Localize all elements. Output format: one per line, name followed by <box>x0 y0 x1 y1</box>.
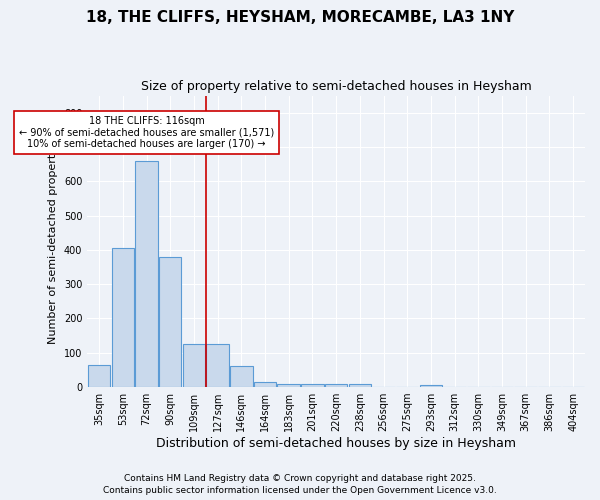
Bar <box>325 384 347 387</box>
Bar <box>301 384 323 387</box>
Bar <box>88 366 110 387</box>
Bar <box>349 384 371 387</box>
Bar <box>135 162 158 387</box>
Bar <box>112 248 134 387</box>
Text: 18, THE CLIFFS, HEYSHAM, MORECAMBE, LA3 1NY: 18, THE CLIFFS, HEYSHAM, MORECAMBE, LA3 … <box>86 10 514 25</box>
Bar <box>254 382 276 387</box>
Bar <box>159 257 181 387</box>
Bar <box>277 384 300 387</box>
Text: Contains HM Land Registry data © Crown copyright and database right 2025.
Contai: Contains HM Land Registry data © Crown c… <box>103 474 497 495</box>
Bar <box>182 344 205 387</box>
Bar <box>206 344 229 387</box>
X-axis label: Distribution of semi-detached houses by size in Heysham: Distribution of semi-detached houses by … <box>156 437 516 450</box>
Text: 18 THE CLIFFS: 116sqm
← 90% of semi-detached houses are smaller (1,571)
10% of s: 18 THE CLIFFS: 116sqm ← 90% of semi-deta… <box>19 116 274 150</box>
Bar <box>419 385 442 387</box>
Title: Size of property relative to semi-detached houses in Heysham: Size of property relative to semi-detach… <box>141 80 532 93</box>
Bar <box>230 366 253 387</box>
Y-axis label: Number of semi-detached properties: Number of semi-detached properties <box>49 138 58 344</box>
